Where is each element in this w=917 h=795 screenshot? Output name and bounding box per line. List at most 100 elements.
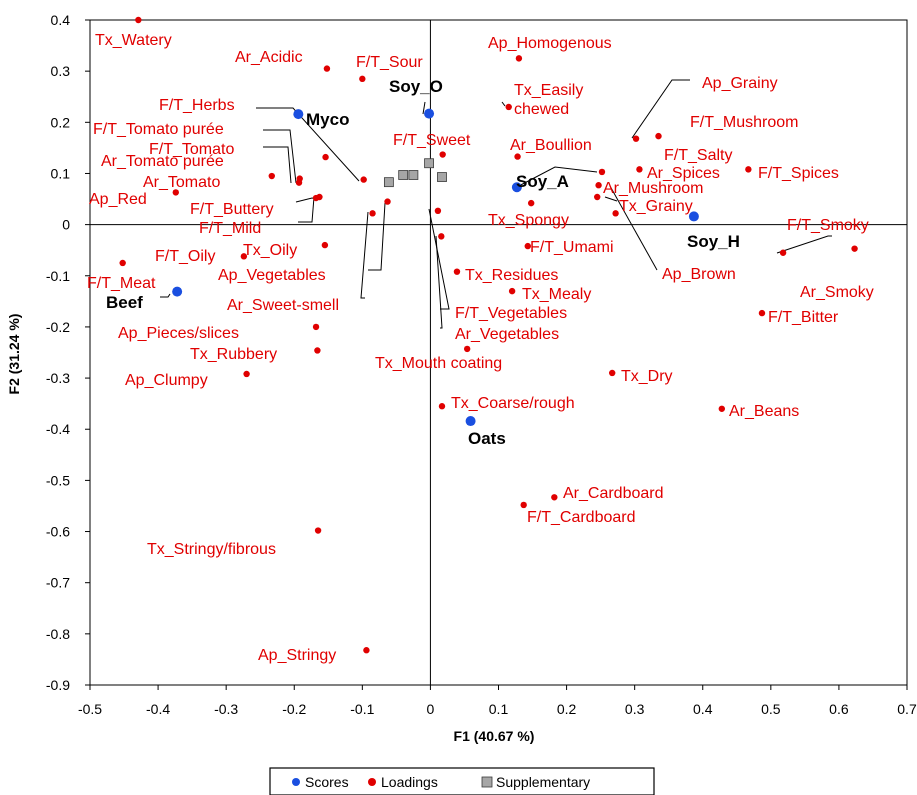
labels-layer: Soy_O Myco Soy_A Soy_H Beef Oats Tx_Watery Ar_A… — [87, 32, 874, 664]
legend-marker-scores — [292, 778, 300, 786]
legend-marker-loadings — [368, 778, 376, 786]
loading-point-ar-tomato-pur-e — [295, 179, 303, 186]
y-tick-label: 0.1 — [51, 165, 71, 181]
y-axis-title: F2 (31.24 %) — [6, 314, 22, 395]
axes-layer: -0.5 -0.4 -0.3 -0.2 -0.1 0 0.1 0.2 0.3 0.4 0.5 0.6 0… — [46, 12, 917, 717]
legend-label-loadings: Loadings — [381, 774, 438, 790]
legend-box — [269, 767, 655, 795]
loading-label-ap-pieces-slices: Ap_Pieces/slices — [118, 325, 239, 342]
loading-label-f-t-mushroom: F/T_Mushroom — [690, 114, 798, 131]
loading-label-ar-tomato-pur-e: Ar_Tomato purée — [101, 153, 224, 170]
x-tick-label: 0.6 — [829, 701, 849, 717]
loading-point-f-t-sweet — [439, 151, 446, 158]
score-point-beef — [172, 286, 183, 297]
loading-point-f-t-herbs — [322, 153, 329, 161]
loading-point-ar-vegetables — [438, 233, 445, 240]
loading-label-ap-stringy: Ap_Stringy — [258, 647, 336, 664]
score-label-soy-h: Soy_H — [687, 232, 740, 251]
loading-point-ar-acidic — [323, 65, 331, 72]
loading-point-f-t-bitter — [758, 309, 766, 317]
x-tick-label: -0.1 — [350, 701, 374, 717]
leader-line — [263, 146, 292, 184]
loading-point-tx-mouth-coating — [463, 345, 471, 353]
legend-marker-supplementary — [481, 776, 493, 788]
loading-label-f-t-umami: F/T_Umami — [530, 239, 614, 256]
loading-point-tx-mealy — [508, 287, 516, 295]
score-point-soy-a — [511, 182, 522, 193]
loading-label-ap-red: Ap_Red — [89, 191, 147, 208]
y-tick-label: -0.8 — [46, 626, 70, 642]
loading-point-ar-tomato — [268, 172, 275, 180]
loading-point-f-t-sour — [359, 75, 366, 83]
loading-point-ap-grainy — [632, 135, 640, 142]
y-tick-label: -0.3 — [46, 370, 70, 386]
loading-label-ar-tomato: Ar_Tomato — [143, 174, 220, 191]
loading-label-f-t-sour: F/T_Sour — [356, 54, 423, 71]
loading-point-f-t-cardboard — [520, 501, 527, 509]
leader-line — [501, 101, 506, 107]
loading-label-ar-cardboard: Ar_Cardboard — [563, 485, 664, 502]
score-label-oats: Oats — [468, 429, 506, 448]
loading-label-ap-homogenous: Ap_Homogenous — [488, 35, 612, 52]
loading-point-tx-oily — [321, 241, 329, 249]
loading-point-ap-clumpy — [243, 370, 250, 378]
loading-label-tx-rubbery: Tx_Rubbery — [190, 346, 277, 363]
loading-point-tx-easily-chewed — [505, 103, 512, 111]
leader-line — [422, 101, 426, 115]
loading-label-ap-grainy: Ap_Grainy — [702, 75, 778, 92]
loading-point-ar-cardboard — [551, 494, 558, 501]
loading-label-ap-vegetables: Ap_Vegetables — [218, 267, 326, 284]
x-tick-label: 0 — [427, 701, 435, 717]
score-label-myco: Myco — [306, 110, 349, 129]
leader-line — [360, 211, 369, 299]
loading-label-tx-mouth-coating: Tx_Mouth coating — [375, 355, 502, 372]
x-tick-label: -0.4 — [146, 701, 170, 717]
loading-label-f-t-cardboard: F/T_Cardboard — [527, 509, 636, 526]
y-tick-label: -0.6 — [46, 524, 70, 540]
loading-point-tx-stringy-fibrous — [314, 527, 322, 534]
loading-point-ap-vegetables — [384, 198, 391, 205]
loading-point-ar-beans — [718, 405, 726, 412]
loading-label-ap-brown: Ap_Brown — [662, 266, 736, 283]
y-tick-label: -0.1 — [46, 268, 70, 284]
loading-label-f-t-herbs: F/T_Herbs — [159, 97, 235, 114]
points-layer — [119, 16, 858, 654]
loading-label-tx-spongy: Tx_Spongy — [488, 212, 569, 229]
leader-lines — [160, 79, 832, 329]
loading-label-tx-watery: Tx_Watery — [95, 32, 172, 49]
loading-label-ar-acidic: Ar_Acidic — [235, 49, 303, 66]
loading-point-f-t-umami — [524, 242, 531, 250]
supplementary-point — [383, 177, 394, 188]
loading-label-f-t-meat: F/T_Meat — [87, 275, 156, 292]
leader-line — [435, 235, 443, 329]
score-point-soy-o — [424, 108, 435, 119]
loading-label-f-t-buttery: F/T_Buttery — [190, 201, 274, 218]
supplementary-point — [424, 158, 434, 169]
loading-label-tx-dry: Tx_Dry — [621, 368, 673, 385]
loading-label-tx-oily: Tx_Oily — [243, 242, 297, 259]
x-tick-label: 0.2 — [557, 701, 577, 717]
supplementary-point — [408, 170, 419, 180]
x-axis-title: F1 (40.67 %) — [454, 728, 535, 744]
loading-point-f-t-oily — [240, 253, 248, 260]
x-tick-label: -0.3 — [214, 701, 238, 717]
loading-point-tx-residues — [453, 268, 461, 275]
loading-point-tx-dry — [608, 369, 616, 377]
loading-point-ar-boullion — [514, 153, 521, 160]
loading-point-f-t-mushroom — [655, 132, 662, 140]
score-point-oats — [465, 416, 476, 427]
x-tick-label: 0.1 — [489, 701, 509, 717]
loading-point-ap-pieces-slices — [312, 323, 320, 331]
legend-label-supplementary: Supplementary — [496, 774, 590, 790]
loading-point-f-t-smoky — [779, 249, 787, 256]
loading-label-tx-mealy: Tx_Mealy — [522, 286, 591, 303]
label-line: Tx_Easily — [514, 82, 583, 99]
x-tick-label: 0.4 — [693, 701, 713, 717]
loading-label-ar-beans: Ar_Beans — [729, 403, 799, 420]
leader-line — [298, 196, 315, 223]
loading-point-tx-rubbery — [314, 347, 321, 354]
x-tick-label: 0.5 — [761, 701, 781, 717]
loading-label-f-t-sweet: F/T_Sweet — [393, 132, 471, 149]
loading-point-ap-stringy — [363, 647, 370, 654]
